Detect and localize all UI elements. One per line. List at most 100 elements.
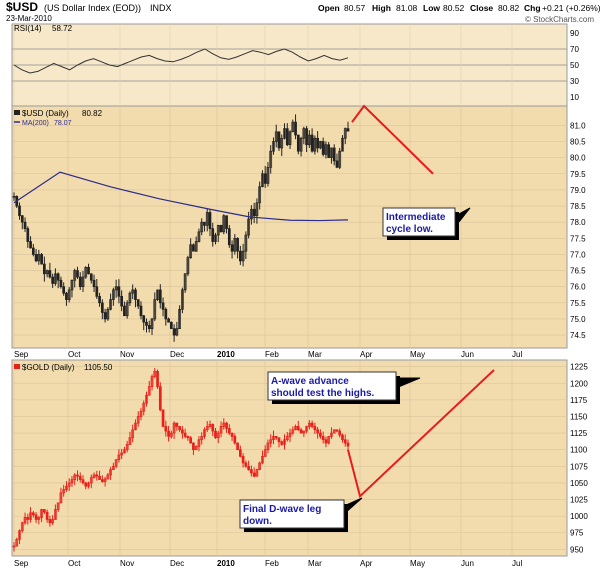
usd-candle-body xyxy=(310,134,314,152)
gold-candle-body xyxy=(87,482,90,487)
gold-candle-body xyxy=(319,432,322,437)
gold-candle-body xyxy=(145,394,148,404)
usd-annotation-line2: cycle low. xyxy=(386,224,433,235)
gold-candle-body xyxy=(261,455,264,464)
usd-candle-body xyxy=(244,234,248,252)
usd-y-tick: 76.5 xyxy=(570,267,586,276)
gold-candle-body xyxy=(100,479,104,482)
gold-candle-body xyxy=(211,424,215,432)
gold-candle-body xyxy=(258,462,262,470)
usd-y-tick: 77.5 xyxy=(570,234,586,243)
usd-candle-body xyxy=(181,289,184,310)
usd-candle-body xyxy=(274,131,278,142)
gold-bottom-annotation-pointer xyxy=(343,497,363,515)
gold-y-tick: 950 xyxy=(570,545,584,554)
usd-candle-body xyxy=(338,150,342,168)
gold-candle-body xyxy=(172,422,176,434)
usd-candle-body xyxy=(112,289,115,300)
usd-x-tick: Jul xyxy=(512,350,522,359)
open-label: Open xyxy=(318,3,340,13)
usd-candle-body xyxy=(285,128,289,146)
usd-candle-body xyxy=(233,237,237,252)
high-label: High xyxy=(372,3,391,13)
gridlines xyxy=(12,24,567,556)
gold-candle-body xyxy=(114,459,118,467)
usd-candle-body xyxy=(62,286,66,294)
gold-candle-body xyxy=(233,436,237,444)
usd-candle-body xyxy=(78,276,82,288)
gold-candle-body xyxy=(219,426,223,434)
gold-x-tick: May xyxy=(410,559,425,568)
gold-candle-body xyxy=(109,469,112,476)
gold-candle-body xyxy=(40,509,43,518)
usd-candle-body xyxy=(95,286,99,297)
usd-candle-body xyxy=(327,144,331,158)
gold-x-tick: Sep xyxy=(14,559,29,568)
gold-candle-body xyxy=(225,422,228,429)
gold-candle-body xyxy=(327,436,331,444)
usd-candle-body xyxy=(197,231,201,242)
usd-x-tick: Apr xyxy=(360,350,373,359)
gold-x-tick: Apr xyxy=(360,559,373,568)
usd-annotation: Intermediate cycle low. xyxy=(382,207,459,240)
gold-candle-body xyxy=(120,452,124,456)
usd-candle-body xyxy=(123,305,126,317)
gold-top-annotation-line1: A-wave advance xyxy=(271,376,349,387)
usd-candle-body xyxy=(341,137,344,152)
usd-candle-body xyxy=(227,228,231,246)
usd-candle-body xyxy=(59,279,63,288)
usd-candle-body xyxy=(321,141,325,155)
gold-x-tick: Jul xyxy=(512,559,522,568)
gold-candle-body xyxy=(147,386,151,396)
usd-candle-body xyxy=(283,128,286,139)
gold-candle-body xyxy=(20,522,24,532)
gold-candle-body xyxy=(18,530,21,540)
gold-candle-body xyxy=(183,432,187,437)
usd-x-tick: May xyxy=(410,350,425,359)
usd-candle-body xyxy=(258,186,262,204)
usd-candle-body xyxy=(335,160,339,168)
gold-candle-body xyxy=(103,478,107,482)
gold-candle-body xyxy=(178,426,181,431)
gold-legend: $GOLD (Daily) 1105.50 xyxy=(14,363,113,372)
usd-projection-line xyxy=(351,104,434,175)
usd-candle-body xyxy=(324,144,328,155)
usd-candle-body xyxy=(147,325,151,329)
gold-candle-body xyxy=(250,469,253,474)
usd-candle-body xyxy=(109,299,112,310)
header-symbol: $USD xyxy=(6,0,38,14)
usd-legend-value: 80.82 xyxy=(82,109,103,118)
gold-candle-body xyxy=(308,422,311,427)
rsi-legend-label: RSI(14) xyxy=(14,24,42,33)
usd-x-tick: Nov xyxy=(120,350,134,359)
rsi-legend-value: 58.72 xyxy=(52,24,73,33)
gold-candle-body xyxy=(175,422,179,427)
gold-candle-body xyxy=(244,462,248,467)
usd-candle-body xyxy=(305,128,308,146)
usd-candle-body xyxy=(65,292,68,300)
usd-candle-body xyxy=(81,276,85,288)
usd-candles xyxy=(12,114,350,342)
usd-candle-body xyxy=(269,150,273,168)
gold-candle-body xyxy=(266,442,270,451)
gold-x-tick: Nov xyxy=(120,559,134,568)
gold-candle-body xyxy=(263,449,267,457)
axis-labels: 907050301081.080.580.079.579.078.578.077… xyxy=(14,29,588,568)
projection-lines xyxy=(343,104,495,515)
gold-candle-body xyxy=(81,479,85,484)
open-value: 80.57 xyxy=(344,3,366,13)
gold-bottom-annotation-line1: Final D-wave leg xyxy=(243,504,321,515)
usd-candle-body xyxy=(40,254,43,265)
usd-panel xyxy=(11,105,568,349)
usd-candle-body xyxy=(186,257,190,275)
gold-candle-body xyxy=(208,424,212,427)
usd-y-tick: 78.5 xyxy=(570,202,586,211)
gold-candle-body xyxy=(269,439,273,444)
usd-candle-body xyxy=(161,302,165,310)
gold-candle-body xyxy=(48,519,52,524)
gold-candle-body xyxy=(222,422,226,427)
gold-candle-body xyxy=(302,430,306,434)
gold-candle-body xyxy=(164,426,168,432)
gold-y-tick: 975 xyxy=(570,529,584,538)
